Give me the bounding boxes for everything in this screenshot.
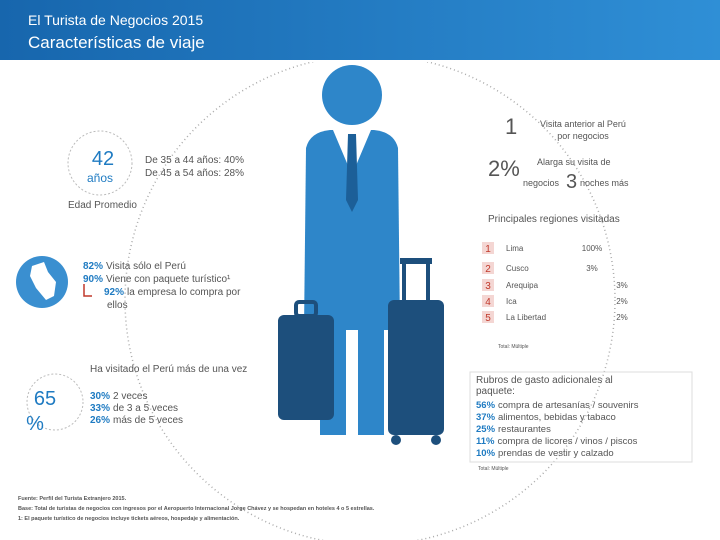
peru-map (30, 262, 56, 300)
stat-pct: 82% (83, 261, 103, 272)
spending-title: paquete: (476, 386, 515, 397)
rank: 5 (485, 313, 491, 324)
stat-line: 25% restaurantes (476, 424, 551, 435)
stat-line: 33% de 3 a 5 veces (90, 403, 178, 414)
extension-number: 2% (488, 156, 520, 181)
rank-box (482, 295, 494, 307)
stat-line: ellos (107, 300, 128, 311)
text-line: por negocios (557, 131, 609, 141)
repeat-circle (26, 373, 84, 431)
footnote: 1: El paquete turístico de negocios incl… (18, 516, 240, 522)
spending-note: Total: Múltiple (478, 466, 509, 472)
stat-line: 37% alimentos, bebidas y tabaco (476, 412, 616, 423)
extension-nights: 3 (566, 171, 577, 193)
region-name: Cusco (506, 264, 529, 273)
stat-line: 26% más de 5 veces (90, 415, 183, 426)
age-circle (67, 130, 133, 196)
footnote: Base: Total de turistas de negocios con … (18, 506, 375, 512)
spending-box (469, 371, 693, 463)
stat-text: prendas de vestir y calzado (498, 448, 614, 459)
stat-text: 2 veces (113, 391, 147, 402)
stat-text: Viene con paquete turístico¹ (106, 274, 231, 285)
stat-pct: 33% (90, 403, 110, 414)
stat-line: 56% compra de artesanías / souvenirs (476, 400, 639, 411)
region-name: Lima (506, 244, 524, 253)
stat-line: 30% 2 veces (90, 391, 147, 402)
stat-pct: 30% (90, 391, 110, 402)
stat-pct: 10% (476, 448, 496, 459)
region-pct: 3% (616, 281, 628, 290)
stat-line: 10% prendas de vestir y calzado (476, 448, 614, 459)
rank: 4 (485, 297, 491, 308)
dotted-arc (124, 62, 616, 540)
bracket-arrow (83, 284, 92, 297)
rank: 1 (485, 244, 491, 255)
extension-text: negocios (523, 178, 560, 188)
rank-box (482, 311, 494, 323)
extension-text: noches más (580, 178, 629, 188)
header-subtitle: Características de viaje (28, 33, 205, 52)
businessman-figure (278, 65, 444, 445)
stat-text: alimentos, bebidas y tabaco (498, 412, 616, 423)
region-name: Ica (506, 297, 517, 306)
stat-line: 92% la empresa lo compra por (104, 287, 241, 298)
stat-pct: 90% (83, 274, 103, 285)
repeat-unit: % (26, 413, 44, 435)
stat-pct: 25% (476, 424, 496, 435)
stat-pct: 92% (104, 287, 124, 298)
age-range: De 45 a 54 años: 28% (145, 168, 244, 179)
region-pct: 100% (582, 244, 602, 253)
age-range: De 35 a 44 años: 40% (145, 155, 244, 166)
regions-note: Total: Múltiple (498, 344, 529, 350)
header-title: El Turista de Negocios 2015 (28, 12, 203, 28)
header-band (0, 0, 720, 60)
region-pct: 3% (586, 264, 598, 273)
age-label: Edad Promedio (68, 200, 137, 211)
age-value: 42 (92, 148, 114, 170)
stat-pct: 56% (476, 400, 496, 411)
repeat-value: 65 (34, 388, 56, 410)
stat-pct: 11% (476, 436, 495, 447)
rank-box (482, 262, 494, 274)
rank-box (482, 242, 494, 254)
stat-text: más de 5 veces (113, 415, 183, 426)
region-name: Arequipa (506, 281, 539, 290)
stat-text: la empresa lo compra por (127, 287, 241, 298)
stat-pct: 37% (476, 412, 496, 423)
rank-box (482, 279, 494, 291)
stat-text: compra de artesanías / souvenirs (498, 400, 639, 411)
region-name: La Libertad (506, 313, 546, 322)
region-pct: 2% (616, 313, 628, 322)
stat-text: ellos (107, 300, 128, 311)
rank: 3 (485, 281, 491, 292)
regions-title: Principales regiones visitadas (488, 214, 620, 225)
stat-text: de 3 a 5 veces (113, 403, 178, 414)
text-line: Visita anterior al Perú (540, 119, 626, 129)
footnote: Fuente: Perfil del Turista Extranjero 20… (18, 496, 127, 502)
previous-visit-text: Visita anterior al Perú por negocios (540, 119, 626, 141)
stat-line: 82% Visita sólo el Perú (83, 261, 186, 272)
spending-title: Rubros de gasto adicionales al (476, 375, 613, 386)
region-pct: 2% (616, 297, 628, 306)
stat-text: Visita sólo el Perú (106, 261, 186, 272)
stat-text: compra de licores / vinos / piscos (498, 436, 638, 447)
rank: 2 (485, 264, 491, 275)
extension-text: Alarga su visita de (537, 157, 611, 167)
stat-line: 11% compra de licores / vinos / piscos (476, 436, 638, 447)
stat-text: restaurantes (498, 424, 551, 435)
stat-pct: 26% (90, 415, 110, 426)
repeat-title: Ha visitado el Perú más de una vez (90, 364, 247, 375)
stat-line: 90% Viene con paquete turístico¹ (83, 274, 231, 285)
age-unit: años (87, 171, 113, 185)
previous-visit-number: 1 (505, 114, 517, 139)
